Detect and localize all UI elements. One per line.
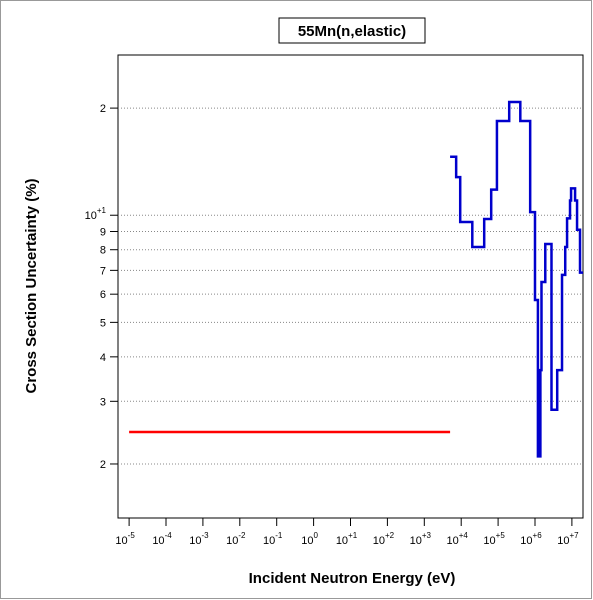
x-tick-label-exponent: +3	[422, 531, 432, 540]
y-tick-label: 2	[100, 459, 106, 471]
x-axis-label: Incident Neutron Energy (eV)	[249, 570, 456, 587]
y-tick-label: 6	[100, 289, 106, 301]
y-tick-label: 3	[100, 396, 106, 408]
chart-title: 55Mn(n,elastic)	[298, 23, 406, 40]
x-tick-label-exponent: -3	[201, 531, 209, 540]
x-tick-label: 10-3	[189, 531, 209, 547]
x-tick-label-base: 10	[226, 535, 238, 547]
x-tick-label-base: 10	[373, 535, 385, 547]
y-tick-label-exponent: +1	[97, 206, 107, 215]
x-tick-label-base: 10	[520, 535, 532, 547]
x-tick-label-exponent: -2	[238, 531, 246, 540]
x-tick-label-exponent: +1	[348, 531, 358, 540]
x-tick-label-exponent: +7	[569, 531, 579, 540]
x-tick-label-base: 10	[263, 535, 275, 547]
y-tick-label: 2	[100, 103, 106, 115]
x-tick-label: 10-1	[263, 531, 283, 547]
x-tick-label: 10+6	[520, 531, 542, 547]
x-tick-label-exponent: +2	[385, 531, 395, 540]
x-tick-label-exponent: +4	[459, 531, 469, 540]
x-tick-label-base: 10	[557, 535, 569, 547]
x-tick-label: 10+7	[557, 531, 579, 547]
x-tick-label: 10-5	[115, 531, 135, 547]
x-tick-label: 10+5	[483, 531, 505, 547]
y-tick-label-base: 10	[85, 210, 97, 222]
y-tick-label: 4	[100, 352, 106, 364]
y-tick-label: 7	[100, 265, 106, 277]
x-tick-label-base: 10	[189, 535, 201, 547]
data-line	[450, 100, 583, 458]
x-tick-label: 10-4	[152, 531, 172, 547]
x-tick-label: 10-2	[226, 531, 246, 547]
y-tick-label: 9	[100, 227, 106, 239]
x-tick-label: 10+2	[373, 531, 395, 547]
x-tick-label-exponent: -1	[275, 531, 283, 540]
x-tick-label: 10+1	[336, 531, 358, 547]
y-tick-label-base: 2	[100, 103, 106, 115]
x-tick-label-exponent: 0	[313, 531, 318, 540]
x-tick-label: 100	[301, 531, 318, 547]
y-tick-label: 8	[100, 245, 106, 257]
x-tick-label-base: 10	[301, 535, 313, 547]
title-box	[278, 17, 426, 44]
y-tick-label: 10+1	[85, 206, 107, 222]
x-tick-label-exponent: -5	[128, 531, 136, 540]
x-tick-label-base: 10	[447, 535, 459, 547]
x-tick-label-exponent: -4	[165, 531, 173, 540]
x-tick-label: 10+3	[410, 531, 432, 547]
x-tick-label-base: 10	[410, 535, 422, 547]
x-tick-label: 10+4	[447, 531, 469, 547]
x-tick-label-base: 10	[152, 535, 164, 547]
y-axis-label: Cross Section Uncertainty (%)	[23, 178, 40, 393]
x-tick-label-base: 10	[483, 535, 495, 547]
x-tick-label-base: 10	[115, 535, 127, 547]
x-tick-label-base: 10	[336, 535, 348, 547]
x-tick-label-exponent: +5	[496, 531, 506, 540]
x-tick-label-exponent: +6	[533, 531, 543, 540]
y-tick-label: 5	[100, 317, 106, 329]
